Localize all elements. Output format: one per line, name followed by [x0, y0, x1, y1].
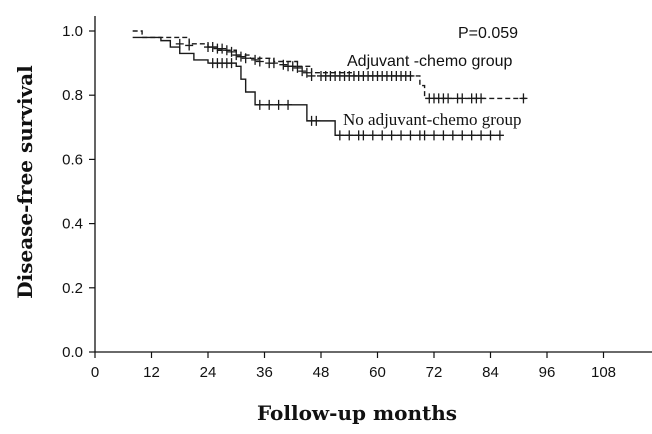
series-0-censor-mark [218, 43, 227, 54]
series-1-censor-mark [378, 130, 387, 141]
series-0-censor-mark [288, 61, 297, 72]
y-tick-label: 1.0 [62, 23, 83, 40]
series-0-censor-mark [444, 93, 453, 104]
series-1-censor-mark [448, 130, 457, 141]
series-0-censor-mark [298, 66, 307, 77]
series-layer [132, 30, 529, 141]
series-0-censor-mark [227, 46, 236, 57]
series-0-censor-mark [307, 70, 316, 81]
p-value-annotation: P=0.059 [458, 25, 518, 42]
x-tick-label: 24 [200, 364, 217, 381]
y-tick-label: 0.8 [62, 87, 83, 104]
y-tick-label: 0.0 [62, 344, 83, 361]
series-1-censor-mark [458, 130, 467, 141]
x-tick-label: 108 [591, 364, 616, 381]
series-1-censor-mark [359, 130, 368, 141]
series-1-censor-mark [439, 130, 448, 141]
adjuvant-group-label: Adjuvant -chemo group [347, 53, 513, 70]
x-tick-label: 48 [313, 364, 330, 381]
series-0-censor-mark [232, 50, 241, 61]
series-0-censor-mark [477, 93, 486, 104]
text-layer: P=0.059 Adjuvant -chemo group No adjuvan… [13, 25, 521, 425]
series-1-censor-mark [274, 99, 283, 110]
series-1-censor-mark [387, 130, 396, 141]
series-1-censor-mark [467, 130, 476, 141]
series-0-censor-mark [255, 56, 264, 67]
series-0-censor-mark [251, 54, 260, 65]
series-1-censor-mark [335, 130, 344, 141]
no-adjuvant-group-label: No adjuvant-chemo group [343, 110, 521, 129]
series-0-censor-mark [208, 42, 217, 53]
series-0-censor-mark [293, 62, 302, 73]
series-0-censor-mark [185, 40, 194, 51]
series-1-censor-mark [486, 130, 495, 141]
axes-layer: 0 12 24 36 48 60 72 84 96 108 0.0 0.2 0.4 0.6 0.8 1.0 [62, 16, 652, 381]
series-0-censor-mark [279, 59, 288, 70]
series-0-censor-mark [236, 51, 245, 62]
x-tick-label: 72 [426, 364, 443, 381]
series-1-censor-mark [397, 130, 406, 141]
y-tick-label: 0.4 [62, 216, 83, 233]
series-1-censor-mark [406, 130, 415, 141]
series-0-censor-mark [269, 58, 278, 69]
x-tick-label: 0 [91, 364, 99, 381]
x-tick-label: 84 [482, 364, 499, 381]
series-1-censor-mark [312, 115, 321, 126]
x-tick-label: 96 [539, 364, 556, 381]
y-tick-label: 0.6 [62, 151, 83, 168]
series-1-censor-mark [345, 130, 354, 141]
series-1-censor-mark [477, 130, 486, 141]
series-1-line [132, 36, 500, 137]
series-1-censor-mark [284, 99, 293, 110]
x-tick-label: 60 [369, 364, 386, 381]
series-0-censor-mark [458, 93, 467, 104]
series-1-censor-mark [227, 58, 236, 69]
x-axis-title: Follow-up months [257, 401, 457, 425]
series-1-censor-mark [430, 130, 438, 141]
series-1-censor-mark [265, 99, 274, 110]
series-1-censor-mark [368, 130, 377, 141]
series-0-censor-mark [406, 70, 415, 81]
series-0-censor-mark [222, 45, 231, 56]
y-axis-title: Disease-free survival [13, 65, 37, 299]
series-1-censor-mark [420, 130, 429, 141]
series-0-censor-mark [241, 53, 250, 64]
x-tick-label: 36 [256, 364, 273, 381]
series-0-censor-mark [302, 67, 311, 78]
series-1-censor-mark [495, 130, 504, 141]
series-1-censor-mark [255, 99, 264, 110]
y-tick-label: 0.2 [62, 280, 83, 297]
series-0-censor-mark [519, 93, 528, 104]
x-tick-label: 12 [143, 364, 160, 381]
